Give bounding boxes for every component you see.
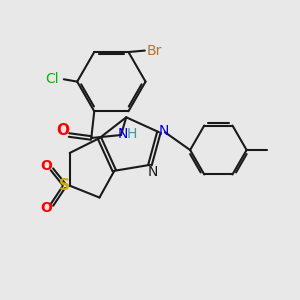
Text: H: H — [126, 127, 136, 140]
Text: O: O — [57, 123, 70, 138]
Text: O: O — [40, 201, 52, 215]
Text: S: S — [59, 178, 70, 193]
Text: N: N — [117, 127, 128, 140]
Text: Br: Br — [146, 44, 162, 58]
Text: Cl: Cl — [46, 72, 59, 86]
Text: O: O — [40, 159, 52, 173]
Text: N: N — [148, 165, 158, 179]
Text: N: N — [158, 124, 169, 138]
